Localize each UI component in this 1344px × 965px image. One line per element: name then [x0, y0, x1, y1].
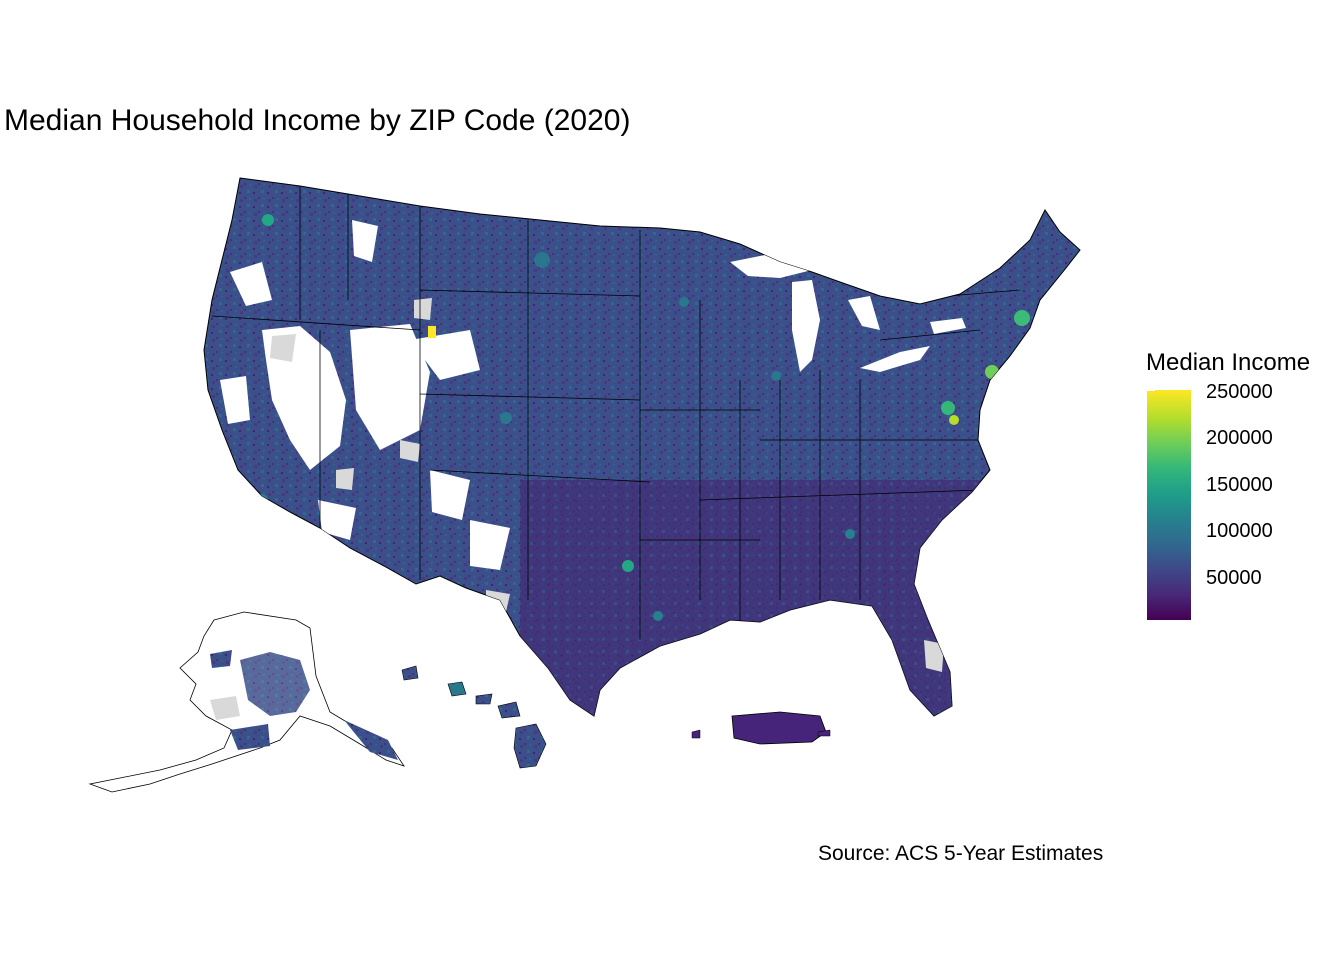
contiguous-us-region — [203, 177, 1081, 717]
legend-body: 250000 200000 150000 100000 50000 — [1146, 382, 1344, 622]
legend-tick-250000: 250000 — [1206, 381, 1273, 403]
legend-tick-100000: 100000 — [1206, 520, 1273, 542]
legend: Median Income 250000 200000 150000 10000… — [1146, 348, 1344, 622]
legend-tick-50000: 50000 — [1206, 567, 1262, 589]
alaska-region — [88, 611, 405, 793]
hawaii-region — [401, 665, 547, 769]
puerto-rico-region — [691, 711, 831, 745]
legend-tick-200000: 200000 — [1206, 427, 1273, 449]
chart-title: Median Household Income by ZIP Code (202… — [4, 104, 631, 137]
colorbar — [1147, 390, 1191, 620]
legend-title: Median Income — [1146, 349, 1311, 376]
legend-tickmark-left — [1147, 390, 1155, 391]
legend-tick-150000: 150000 — [1206, 474, 1273, 496]
source-caption: Source: ACS 5-Year Estimates — [818, 842, 1104, 865]
